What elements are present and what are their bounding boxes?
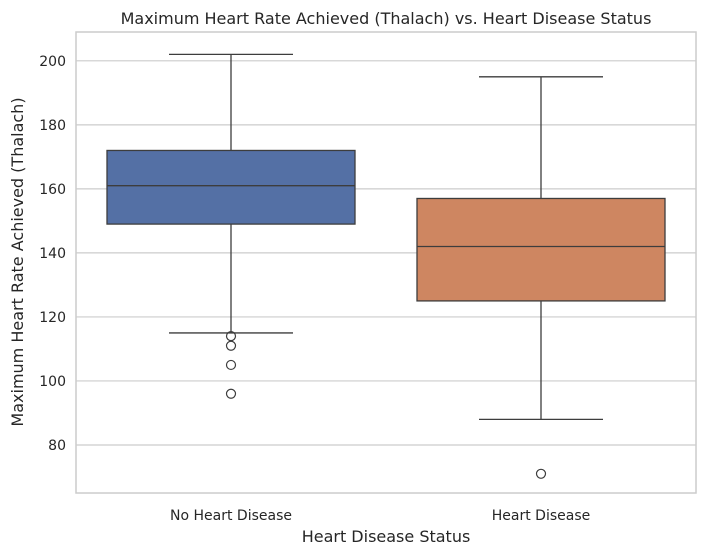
y-tick-label: 100 (39, 374, 66, 390)
box-group (416, 76, 666, 479)
outlier-point (535, 468, 547, 479)
box-group (106, 53, 356, 399)
y-tick-label: 120 (39, 310, 66, 326)
x-tick-label: No Heart Disease (170, 508, 292, 524)
y-tick-label: 180 (39, 118, 66, 134)
x-tick-labels: No Heart Disease Heart Disease (170, 508, 590, 524)
box-plots (106, 53, 666, 479)
iqr-box (106, 149, 356, 225)
chart-title: Maximum Heart Rate Achieved (Thalach) vs… (121, 9, 652, 28)
y-tick-labels: 80 100 120 140 160 180 200 (39, 54, 66, 454)
outlier-point (225, 340, 237, 351)
x-axis-label: Heart Disease Status (302, 527, 471, 546)
outlier-point (225, 359, 237, 371)
y-axis-label: Maximum Heart Rate Achieved (Thalach) (8, 97, 27, 426)
y-tick-label: 200 (39, 54, 66, 70)
x-tick-label: Heart Disease (492, 508, 590, 524)
y-tick-label: 160 (39, 182, 66, 198)
outlier-point (225, 331, 237, 342)
plot-frame (75, 31, 697, 494)
outlier-point (225, 388, 237, 399)
y-tick-label: 80 (48, 438, 66, 454)
y-tick-label: 140 (39, 246, 66, 262)
iqr-box (416, 197, 666, 302)
